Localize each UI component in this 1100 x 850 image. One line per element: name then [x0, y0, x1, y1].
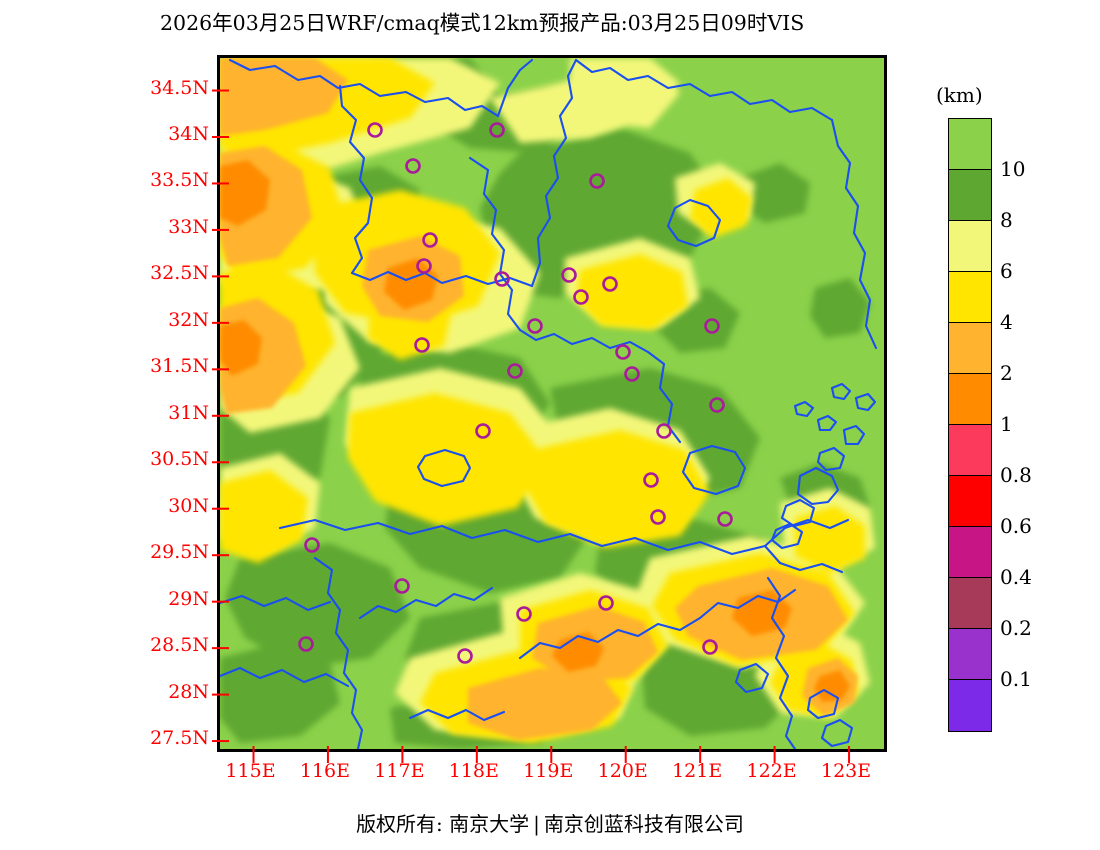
longitude-tick-label: 115E — [225, 760, 276, 782]
colorbar-swatch[interactable] — [948, 475, 992, 528]
colorbar-swatch[interactable] — [948, 679, 992, 732]
longitude-axis: 115E 116E 117E 118E 119E 120E 121E 122E 123E — [217, 758, 887, 788]
latitude-tick-label: 29.5N — [150, 541, 209, 564]
colorbar-swatch[interactable] — [948, 577, 992, 630]
latitude-tick-label: 32N — [168, 308, 209, 331]
latitude-tick-label: 30.5N — [150, 448, 209, 471]
colorbar-swatch[interactable] — [948, 373, 992, 426]
colorbar-tick-label: 1 — [1000, 412, 1013, 436]
colorbar-swatch[interactable] — [948, 628, 992, 681]
station-markers — [298, 122, 733, 664]
longitude-tick-label: 116E — [299, 760, 351, 782]
title-variable: VIS — [767, 11, 805, 35]
footer-company: 南京创蓝科技有限公司 — [543, 812, 744, 836]
map-plot-area[interactable] — [212, 55, 887, 763]
colorbar-swatch[interactable] — [948, 118, 992, 171]
visibility-contour-field — [220, 58, 884, 749]
administrative-boundaries — [220, 58, 878, 749]
latitude-tick-label: 34.5N — [150, 76, 209, 99]
colorbar-swatch[interactable] — [948, 271, 992, 324]
latitude-axis: 27.5N 28N 28.5N 29N 29.5N 30N 30.5N 31N 31.5N 32N… — [143, 55, 209, 752]
colorbar-swatch[interactable] — [948, 526, 992, 579]
colorbar-tick-label: 6 — [1000, 259, 1013, 283]
latitude-tick-label: 27.5N — [150, 727, 209, 750]
latitude-tick-label: 29N — [168, 587, 209, 610]
page-title: 2026年03月25日WRF/cmaq模式12km预报产品:03月25日09时V… — [160, 6, 940, 36]
longitude-tick-label: 119E — [523, 760, 574, 782]
colorbar-swatch[interactable] — [948, 220, 992, 273]
colorbar-tick-label: 0.6 — [1000, 514, 1032, 538]
longitude-tick-label: 118E — [448, 760, 499, 782]
latitude-tick-label: 33.5N — [150, 169, 209, 192]
band-1-2 — [220, 160, 850, 702]
longitude-tick-label: 120E — [597, 760, 648, 782]
latitude-tick-label: 28N — [168, 680, 209, 703]
latitude-tick-label: 33N — [168, 215, 209, 238]
colorbar-tick-label: 0.8 — [1000, 463, 1032, 487]
footer-owner: 版权所有: 南京大学 — [356, 812, 530, 836]
longitude-tick-label: 122E — [746, 760, 797, 782]
latitude-tick-label: 32.5N — [150, 262, 209, 285]
colorbar-tick-label: 0.2 — [1000, 616, 1032, 640]
colorbar-tick-label: 4 — [1000, 310, 1013, 334]
longitude-tick-label: 123E — [820, 760, 872, 782]
colorbar-tick-label: 8 — [1000, 208, 1013, 232]
colorbar-swatch[interactable] — [948, 424, 992, 477]
colorbar[interactable]: 10 8 6 4 2 1 0.8 0.6 0.4 0.2 0.1 — [948, 118, 1032, 732]
latitude-tick-label: 30N — [168, 494, 209, 517]
colorbar-unit-label: (km) — [936, 83, 983, 107]
colorbar-tick-label: 2 — [1000, 361, 1013, 385]
colorbar-tick-label: 0.4 — [1000, 565, 1032, 589]
title-main: 2026年03月25日WRF/cmaq模式12km预报产品:03月25日09时 — [160, 11, 768, 35]
latitude-tick-label: 31.5N — [150, 355, 209, 378]
latitude-tick-label: 31N — [168, 401, 209, 424]
colorbar-tick-label: 0.1 — [1000, 667, 1032, 691]
latitude-tick-label: 34N — [168, 122, 209, 145]
longitude-tick-label: 121E — [672, 760, 723, 782]
footer-separator: | — [533, 812, 540, 836]
colorbar-swatch[interactable] — [948, 322, 992, 375]
latitude-tick-label: 28.5N — [150, 634, 209, 657]
colorbar-tick-label: 10 — [1000, 157, 1026, 181]
longitude-tick-label: 117E — [374, 760, 425, 782]
footer-copyright: 版权所有: 南京大学 | 南京创蓝科技有限公司 — [0, 808, 1100, 837]
colorbar-swatch[interactable] — [948, 169, 992, 222]
